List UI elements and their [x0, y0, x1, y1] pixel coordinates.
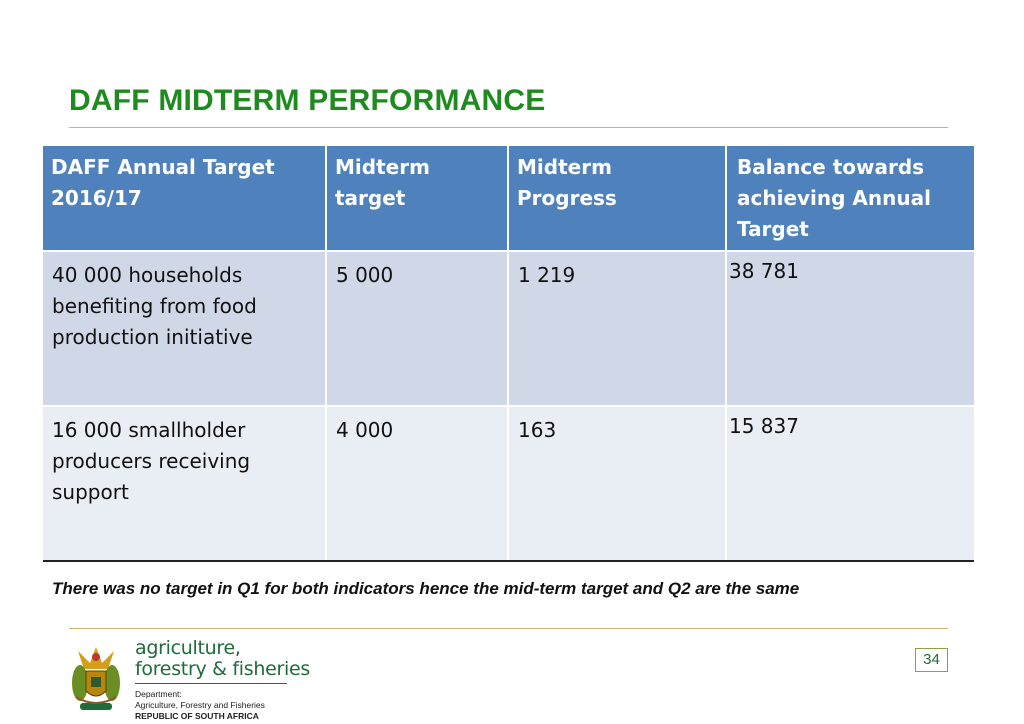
department-label: Department:	[135, 689, 182, 699]
cell-midterm-target: 4 000	[326, 405, 509, 562]
cell-midterm-target: 5 000	[326, 250, 509, 406]
brand-line-1: agriculture,	[135, 637, 241, 659]
performance-table: DAFF Annual Target 2016/17 Midterm targe…	[43, 146, 974, 562]
table-header-row: DAFF Annual Target 2016/17 Midterm targe…	[43, 146, 974, 251]
brand-line-2: forestry & fisheries	[135, 658, 310, 680]
header-midterm-target: Midterm target	[326, 146, 509, 251]
footnote: There was no target in Q1 for both indic…	[52, 579, 800, 598]
slide-title: DAFF MIDTERM PERFORMANCE	[69, 84, 546, 117]
cell-balance: 38 781	[726, 250, 974, 406]
table-row: 40 000 households benefiting from food p…	[43, 250, 974, 406]
cell-annual-target: 40 000 households benefiting from food p…	[43, 250, 327, 406]
header-balance: Balance towards achieving Annual Target	[726, 146, 974, 251]
title-divider	[69, 127, 948, 128]
header-midterm-progress: Midterm Progress	[508, 146, 727, 251]
table-row: 16 000 smallholder producers receiving s…	[43, 405, 974, 562]
country-name: REPUBLIC OF SOUTH AFRICA	[135, 711, 259, 721]
footer-divider	[69, 628, 948, 629]
page-number: 34	[915, 648, 948, 672]
cell-annual-target: 16 000 smallholder producers receiving s…	[43, 405, 327, 562]
department-logo: agriculture, forestry & fisheries Depart…	[135, 638, 310, 722]
coat-of-arms-icon	[72, 647, 120, 710]
cell-midterm-progress: 1 219	[508, 250, 727, 406]
brand-divider	[135, 683, 287, 684]
cell-midterm-progress: 163	[508, 405, 727, 562]
header-annual-target: DAFF Annual Target 2016/17	[43, 146, 327, 251]
department-name: Agriculture, Forestry and Fisheries	[135, 700, 265, 710]
cell-balance: 15 837	[726, 405, 974, 562]
